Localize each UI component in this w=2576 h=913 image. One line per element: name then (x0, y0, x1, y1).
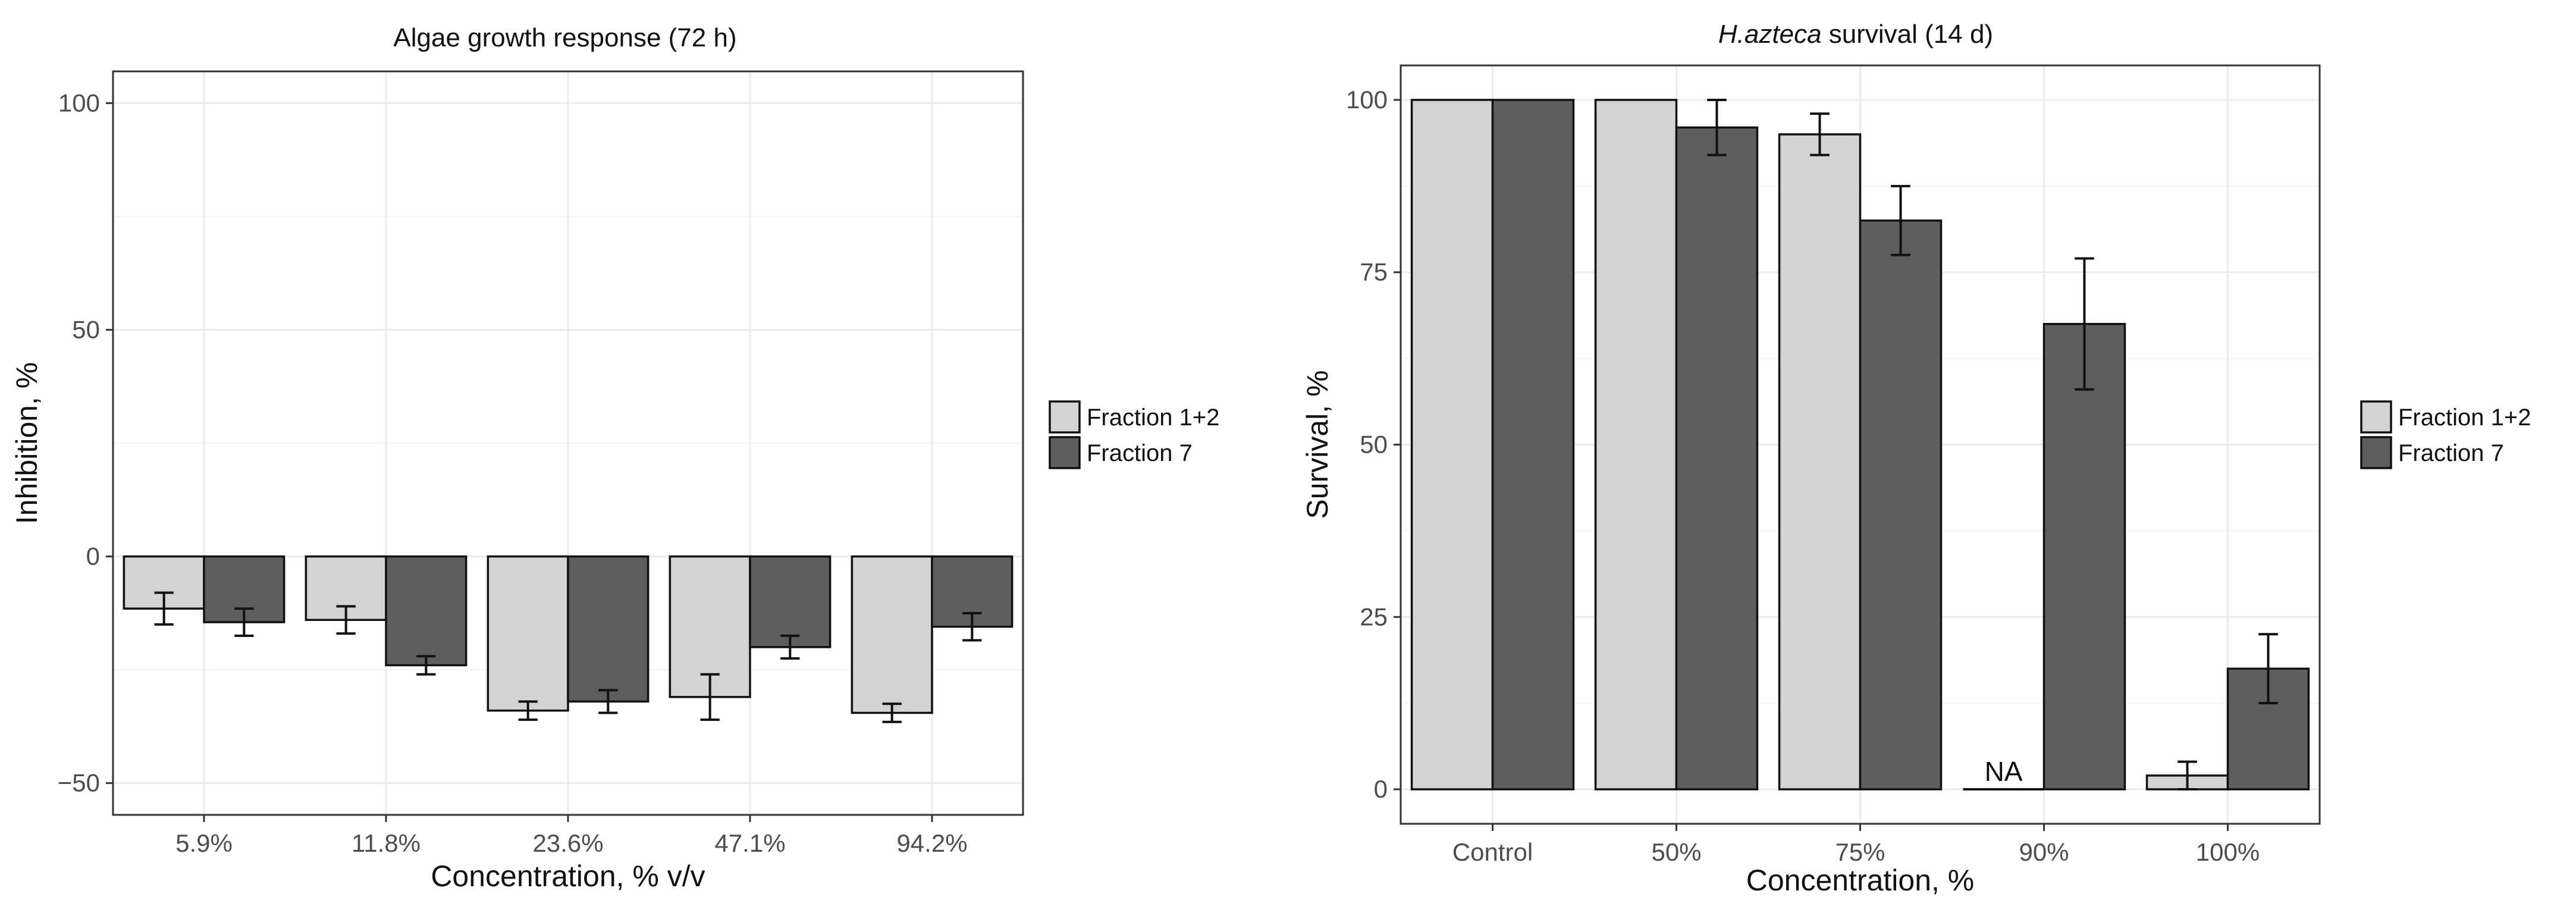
x-tick-label: 90% (2019, 838, 2069, 866)
legend-label: Fraction 7 (2398, 440, 2504, 466)
chart-2: 0 25 50 75 100 Control 50% 75% 90% 100% NA H.azteca… (1301, 20, 2531, 897)
legend: Fraction 1+2 Fraction 7 (2360, 400, 2531, 469)
legend-label: Fraction 1+2 (1087, 404, 1219, 431)
y-axis-label: Survival, % (1301, 370, 1334, 519)
error-bar (1891, 184, 1910, 256)
y-tick-label: 100 (1346, 86, 1388, 114)
bar (385, 555, 467, 667)
bar (1859, 219, 1943, 790)
error-bar (154, 591, 174, 626)
y-axis-label: Inhibition, % (10, 362, 43, 524)
error-bar (882, 702, 902, 723)
error-bar (780, 634, 800, 660)
legend-key (1049, 400, 1081, 434)
chart-title-rest: survival (14 d) (1822, 20, 1994, 49)
x-tick-label: 94.2% (896, 829, 967, 857)
bar (487, 555, 569, 712)
error-bar (700, 673, 720, 721)
y-tick-label: 0 (1374, 775, 1388, 803)
na-annotation: NA (1985, 756, 2023, 787)
error-bar (234, 607, 254, 637)
bar (851, 555, 933, 714)
legend-label: Fraction 1+2 (2398, 404, 2531, 431)
chart-title: Algae growth response (72 h) (393, 23, 736, 52)
y-tick-label: 100 (58, 89, 100, 117)
x-tick-label: 23.6% (532, 829, 603, 857)
x-axis-label: Concentration, % (1746, 864, 1975, 897)
bar (1410, 99, 1494, 790)
x-tick-label: 47.1% (714, 829, 785, 857)
y-tick-label: 25 (1360, 603, 1388, 630)
x-tick-label: 50% (1651, 838, 1701, 866)
error-bar (598, 689, 618, 714)
legend-key (2360, 400, 2392, 434)
x-tick-label: 11.8% (352, 829, 421, 857)
error-bar (416, 655, 436, 676)
chart-1: −50 0 50 100 5.9% 11.8% 23.6% 47.1% 94.2% Algae g… (10, 23, 1219, 893)
legend: Fraction 1+2 Fraction 7 (1049, 400, 1219, 469)
legend-key (2360, 436, 2392, 469)
bar (1675, 126, 1759, 790)
error-bar (518, 700, 538, 721)
bar (2042, 322, 2126, 790)
error-bar (962, 611, 982, 642)
y-tick-label: 50 (1360, 431, 1388, 459)
legend-label: Fraction 7 (1087, 440, 1193, 466)
x-tick-label: Control (1452, 838, 1533, 866)
error-bar (336, 605, 356, 635)
error-bar (2075, 257, 2094, 391)
y-tick-label: 0 (86, 542, 100, 570)
panel-border (112, 70, 1024, 816)
y-tick-label: 50 (72, 315, 100, 343)
chart-title-species: H.azteca (1718, 20, 1822, 49)
bar (567, 555, 650, 703)
x-axis-label: Concentration, % v/v (431, 859, 705, 893)
bar (1491, 99, 1575, 790)
error-bar (1707, 98, 1727, 156)
legend-key (1049, 436, 1081, 469)
error-bar (1810, 112, 1830, 156)
y-tick-label: −50 (58, 769, 100, 797)
x-tick-label: 5.9% (175, 829, 233, 857)
y-tick-label: 75 (1360, 258, 1388, 286)
x-tick-label: 75% (1835, 838, 1885, 866)
bar (1594, 99, 1678, 790)
x-tick-label: 100% (2196, 838, 2260, 866)
bar (1778, 133, 1862, 790)
error-bar (2258, 633, 2278, 705)
chart-title: H.azteca survival (14 d) (1718, 20, 1993, 49)
bar (749, 555, 832, 648)
panel-border (1400, 64, 2321, 825)
error-bar (2177, 760, 2197, 791)
